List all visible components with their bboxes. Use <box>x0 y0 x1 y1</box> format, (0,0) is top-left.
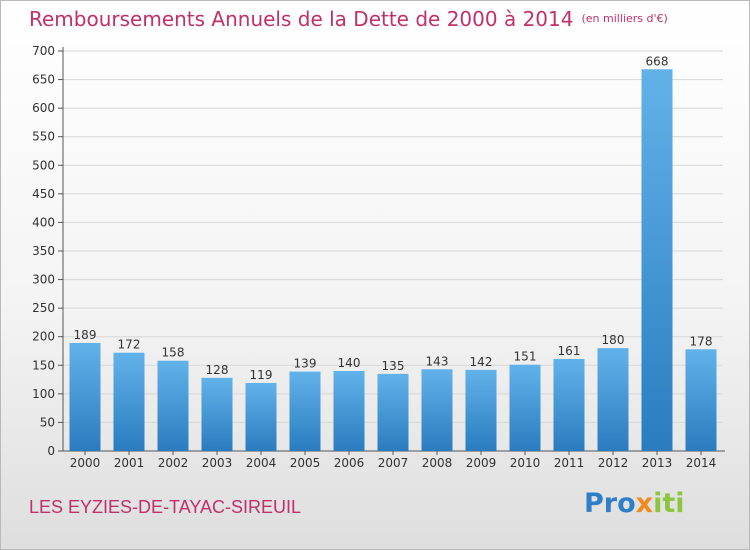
bar-2011 <box>553 359 585 451</box>
logo-part-iti: iti <box>653 488 685 519</box>
x-tick-label-2004: 2004 <box>246 456 277 470</box>
bar-2004 <box>245 383 277 451</box>
bar-2014 <box>685 349 717 451</box>
bar-2008 <box>421 369 453 451</box>
value-label-2010: 151 <box>514 350 537 364</box>
value-label-2014: 178 <box>690 334 713 348</box>
y-tick-label: 450 <box>32 187 55 201</box>
x-tick-label-2000: 2000 <box>70 456 101 470</box>
y-tick-label: 200 <box>32 330 55 344</box>
value-label-2004: 119 <box>250 368 273 382</box>
x-tick-label-2010: 2010 <box>510 456 541 470</box>
x-tick-label-2008: 2008 <box>422 456 453 470</box>
bar-2007 <box>377 373 409 451</box>
y-tick-label: 50 <box>40 415 55 429</box>
x-tick-label-2012: 2012 <box>598 456 629 470</box>
value-label-2007: 135 <box>382 359 405 373</box>
x-tick-label-2013: 2013 <box>642 456 673 470</box>
x-tick-label-2005: 2005 <box>290 456 321 470</box>
bar-2000 <box>69 343 101 451</box>
y-tick-label: 550 <box>32 130 55 144</box>
y-tick-label: 500 <box>32 158 55 172</box>
value-label-2003: 128 <box>206 363 229 377</box>
bars <box>69 69 717 452</box>
value-label-2000: 189 <box>74 328 97 342</box>
value-label-2008: 143 <box>426 354 449 368</box>
x-tick-label-2009: 2009 <box>466 456 497 470</box>
y-tick-label: 100 <box>32 387 55 401</box>
x-tick-label-2014: 2014 <box>686 456 717 470</box>
bar-2012 <box>597 348 629 451</box>
chart-title: Remboursements Annuels de la Dette de 20… <box>29 7 668 31</box>
bar-2006 <box>333 371 365 451</box>
x-tick-label-2002: 2002 <box>158 456 189 470</box>
value-label-2002: 158 <box>162 346 185 360</box>
x-tick-label-2001: 2001 <box>114 456 145 470</box>
x-tick-label-2007: 2007 <box>378 456 409 470</box>
value-label-2011: 161 <box>558 344 581 358</box>
value-label-2009: 142 <box>470 355 493 369</box>
y-tick-label: 350 <box>32 244 55 258</box>
chart-title-text: Remboursements Annuels de la Dette de 20… <box>29 7 574 31</box>
x-tick-label-2006: 2006 <box>334 456 365 470</box>
location-name: LES EYZIES-DE-TAYAC-SIREUIL <box>29 497 302 517</box>
bar-2013 <box>641 69 673 452</box>
bar-2001 <box>113 352 145 451</box>
bar-2009 <box>465 369 497 451</box>
x-tick-label-2003: 2003 <box>202 456 233 470</box>
y-tick-label: 700 <box>32 44 55 58</box>
proxiti-logo: Proxiti <box>584 488 685 519</box>
labels: 0 50 100 150 200 250 300 350 400 450 500 550 600 650 7… <box>32 44 716 470</box>
logo-part-x: x <box>635 488 654 519</box>
y-tick-label: 250 <box>32 301 55 315</box>
bar-2010 <box>509 364 541 451</box>
bar-2005 <box>289 371 321 451</box>
chart-unit: (en milliers d'€) <box>581 12 668 25</box>
value-label-2006: 140 <box>338 356 361 370</box>
logo-part-pro: Pro <box>584 488 636 519</box>
bar-2003 <box>201 377 233 451</box>
y-tick-label: 650 <box>32 73 55 87</box>
bar-2002 <box>157 360 189 451</box>
y-tick-label: 300 <box>32 273 55 287</box>
value-label-2001: 172 <box>118 338 141 352</box>
value-label-2005: 139 <box>294 357 317 371</box>
x-tick-label-2011: 2011 <box>554 456 585 470</box>
value-label-2012: 180 <box>602 333 625 347</box>
y-tick-label: 0 <box>47 444 55 458</box>
y-tick-label: 400 <box>32 215 55 229</box>
y-tick-label: 150 <box>32 358 55 372</box>
value-label-2013: 668 <box>646 54 669 68</box>
y-tick-label: 600 <box>32 101 55 115</box>
